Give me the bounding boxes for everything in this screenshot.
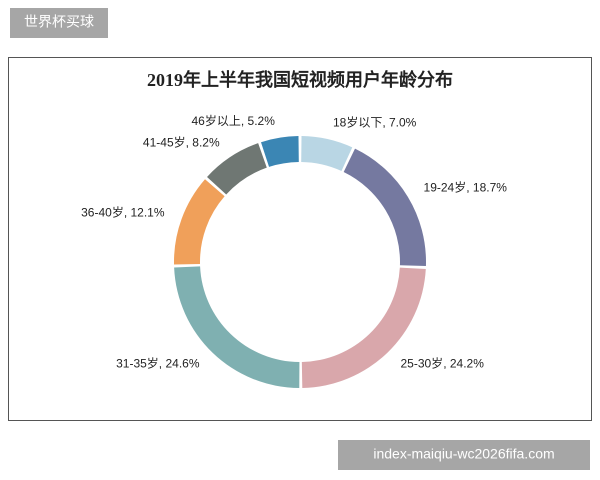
donut-segment: [343, 148, 426, 267]
label-separator: ,: [241, 114, 248, 128]
value-label: 8.2%: [192, 136, 220, 150]
category-label: 31-35岁: [116, 355, 159, 370]
category-label: 19-24岁: [424, 180, 467, 195]
category-label: 41-45岁: [143, 135, 186, 150]
value-label: 18.7%: [473, 181, 507, 195]
data-label: 25-30岁, 24.2%: [400, 355, 484, 370]
donut-segment: [174, 179, 225, 265]
badge-bg: [10, 8, 108, 38]
data-label: 31-35岁, 24.6%: [116, 355, 200, 370]
category-label: 46岁以上: [192, 113, 241, 128]
category-label: 25-30岁: [400, 355, 443, 370]
data-label: 19-24岁, 18.7%: [424, 180, 508, 195]
badge: 世界杯买球: [24, 14, 94, 30]
data-label: 46岁以上, 5.2%: [192, 113, 276, 128]
label-separator: ,: [124, 206, 131, 220]
data-label: 36-40岁, 12.1%: [81, 205, 165, 220]
value-label: 24.2%: [450, 356, 484, 370]
donut-segment: [207, 143, 267, 195]
value-label: 24.6%: [165, 356, 199, 370]
category-label: 36-40岁: [81, 205, 124, 220]
data-label: 18岁以下, 7.0%: [333, 115, 417, 130]
donut-segment: [301, 136, 353, 172]
label-separator: ,: [186, 136, 193, 150]
value-label: 12.1%: [131, 206, 165, 220]
donut-segment: [260, 136, 299, 167]
watermark: index-maiqiu-wc2026fifa.com: [373, 446, 554, 462]
label-separator: ,: [466, 181, 473, 195]
chart-title: 2019年上半年我国短视频用户年龄分布: [147, 69, 453, 90]
donut-segment: [301, 267, 426, 388]
watermark-bg: [338, 440, 590, 470]
label-separator: ,: [443, 356, 450, 370]
value-label: 7.0%: [389, 116, 417, 130]
label-separator: ,: [382, 116, 389, 130]
category-label: 18岁以下: [333, 115, 382, 130]
donut-segment: [174, 266, 300, 388]
data-label: 41-45岁, 8.2%: [143, 135, 220, 150]
value-label: 5.2%: [248, 114, 276, 128]
chart-frame: [8, 57, 592, 421]
label-separator: ,: [159, 356, 166, 370]
